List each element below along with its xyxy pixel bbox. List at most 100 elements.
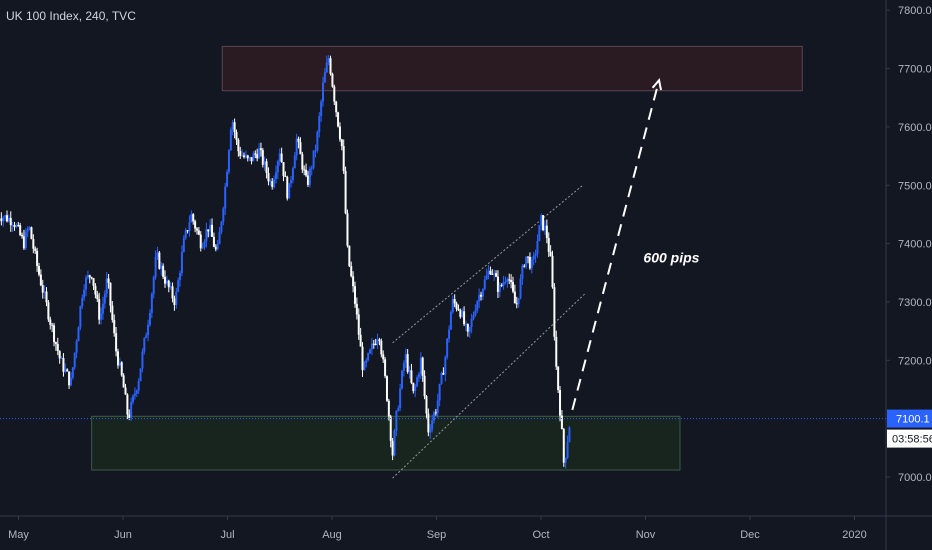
price-axis[interactable]: 7000.07100.07200.07300.07400.07500.07600… — [886, 5, 932, 484]
projection-arrow[interactable] — [571, 79, 661, 411]
candle-body — [457, 308, 460, 311]
candle-body — [412, 382, 415, 392]
candle-body — [90, 277, 93, 279]
candle-body — [545, 225, 548, 239]
candle-body — [470, 318, 473, 327]
candle-body — [305, 169, 308, 176]
time-axis[interactable]: May Jun Jul Aug Sep Oct Nov Dec 2020 — [8, 516, 867, 541]
candle-body — [325, 62, 328, 73]
candles-layer — [0, 55, 571, 469]
candle-body — [408, 370, 411, 372]
candle-body — [380, 340, 383, 355]
channel-lower-line[interactable] — [392, 293, 586, 479]
candle-body — [350, 266, 353, 277]
candle-body — [355, 303, 358, 315]
price-tick-label: 7700.0 — [898, 64, 932, 76]
candle-body — [237, 139, 240, 152]
time-tick-label: May — [8, 529, 29, 541]
candle-body — [101, 303, 104, 314]
candle-body — [542, 215, 545, 231]
candle-body — [36, 250, 39, 266]
candle-body — [463, 311, 466, 325]
candle-body — [244, 155, 247, 158]
chart-title: UK 100 Index, 240, TVC — [6, 9, 136, 23]
candle-body — [182, 238, 185, 253]
candle-body — [416, 377, 419, 387]
candle-body — [77, 327, 80, 342]
candle-body — [133, 393, 136, 396]
candle-body — [337, 112, 340, 127]
candle-body — [113, 319, 116, 334]
candle-body — [56, 343, 59, 352]
candle-body — [348, 245, 351, 267]
candle-body — [154, 256, 157, 278]
price-tick-label: 7300.0 — [898, 297, 932, 309]
candle-body — [323, 72, 326, 83]
candle-body — [532, 255, 535, 260]
candle-body — [527, 256, 530, 258]
candle-body — [291, 168, 294, 181]
countdown-tag — [887, 429, 932, 448]
price-tick-label: 7800.0 — [898, 5, 932, 17]
candle-body — [69, 377, 72, 386]
candle-body — [41, 285, 44, 293]
candle-body — [549, 251, 552, 256]
candle-body — [483, 279, 486, 290]
candle-body — [135, 390, 138, 394]
price-tick-label: 7500.0 — [898, 180, 932, 192]
candle-body — [7, 217, 10, 222]
candle-body — [391, 440, 394, 456]
candle-body — [357, 314, 360, 335]
candle-body — [276, 161, 279, 173]
candle-body — [557, 366, 560, 391]
candle-body — [17, 225, 20, 227]
candle-body — [495, 273, 498, 277]
candle-body — [419, 357, 422, 374]
candle-body — [39, 274, 42, 286]
candle-body — [250, 157, 253, 162]
time-tick-label: Sep — [427, 529, 447, 541]
candle-body — [263, 161, 266, 165]
candle-body — [19, 225, 22, 236]
time-tick-label: Dec — [740, 529, 760, 541]
candle-body — [466, 324, 469, 332]
candle-body — [528, 257, 531, 269]
candle-body — [417, 373, 420, 378]
channel-upper-line[interactable] — [392, 184, 584, 344]
candle-body — [246, 155, 249, 159]
candle-body — [203, 241, 206, 247]
time-tick-label: Oct — [532, 529, 549, 541]
last-price-tag — [887, 409, 932, 428]
candle-body — [49, 319, 52, 325]
candle-body — [105, 278, 108, 294]
candle-body — [485, 275, 488, 280]
candle-body — [395, 410, 398, 431]
candle-body — [15, 225, 18, 228]
candle-body — [340, 139, 343, 147]
candle-body — [165, 280, 168, 284]
candle-body — [9, 217, 12, 226]
candle-body — [26, 228, 29, 232]
candle-body — [258, 148, 261, 159]
candle-body — [83, 289, 86, 298]
candle-body — [254, 153, 257, 155]
candle-body — [194, 221, 197, 229]
candle-body — [128, 414, 131, 418]
candle-body — [303, 169, 306, 171]
candle-body — [75, 341, 78, 353]
candle-body — [369, 349, 372, 354]
candle-body — [410, 370, 413, 383]
candle-body — [96, 294, 99, 300]
candle-body — [489, 270, 492, 275]
candle-body — [543, 225, 546, 231]
candle-body — [132, 395, 135, 402]
candle-body — [79, 306, 82, 328]
candle-body — [199, 234, 202, 249]
candle-body — [525, 256, 528, 267]
candle-body — [474, 310, 477, 316]
candle-body — [538, 225, 541, 242]
candle-body — [449, 312, 452, 330]
candle-body — [282, 162, 285, 176]
time-tick-label: Jul — [220, 529, 234, 541]
